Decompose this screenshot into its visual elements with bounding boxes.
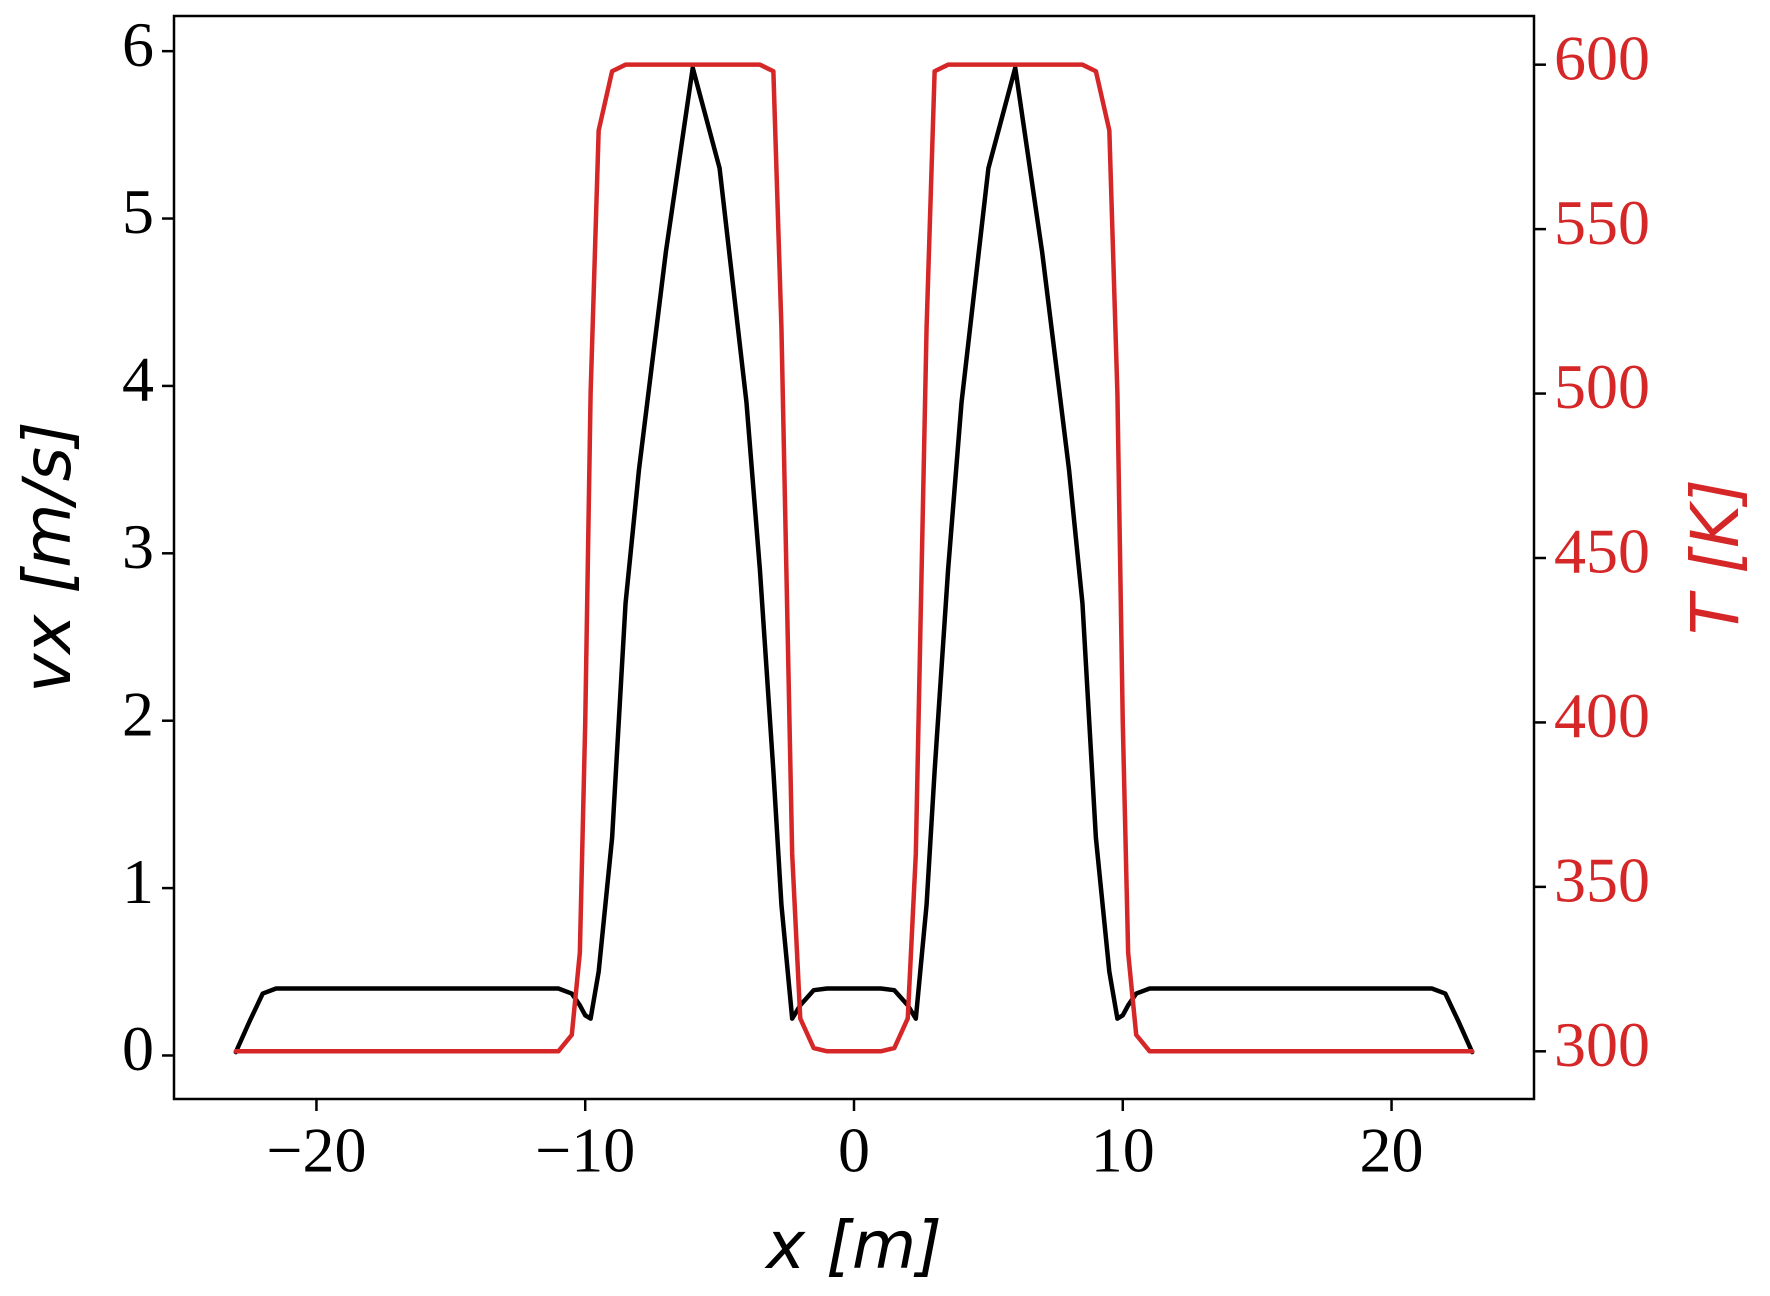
x-tick-label: −20	[266, 1115, 366, 1186]
y-tick-label: 5	[122, 176, 154, 247]
y-tick-label: 0	[122, 1013, 154, 1084]
y2-tick-label: 450	[1554, 516, 1650, 587]
y-axis-label: vx [m/s]	[9, 421, 86, 693]
y-tick-label: 2	[122, 678, 154, 749]
y2-tick-label: 600	[1554, 22, 1650, 93]
y2-tick-label: 400	[1554, 680, 1650, 751]
x-tick-label: 0	[838, 1115, 870, 1186]
y-tick-label: 4	[122, 344, 154, 415]
plot-frame	[172, 14, 1536, 1101]
x-tick-label: 20	[1360, 1115, 1424, 1186]
series-line	[233, 65, 1475, 1055]
y2-tick-label: 550	[1554, 187, 1650, 258]
x-axis-label: x [m]	[764, 1207, 942, 1284]
series-line	[233, 62, 1475, 1054]
x-tick-label: 10	[1091, 1115, 1155, 1186]
y-tick-label: 1	[122, 846, 154, 917]
y2-tick-label: 350	[1554, 845, 1650, 916]
y-tick-label: 6	[122, 9, 154, 80]
x-tick-label: −10	[535, 1115, 635, 1186]
y-tick-label: 3	[122, 511, 154, 582]
y2-tick-label: 300	[1554, 1009, 1650, 1080]
y2-axis-label: T [K]	[1677, 479, 1754, 635]
y2-tick-label: 500	[1554, 351, 1650, 422]
